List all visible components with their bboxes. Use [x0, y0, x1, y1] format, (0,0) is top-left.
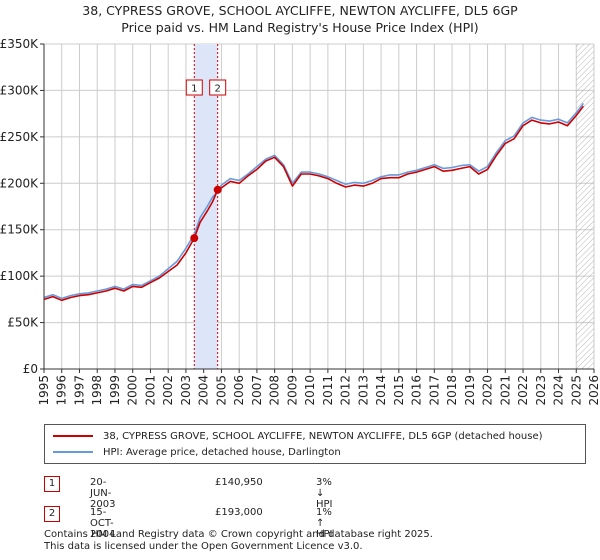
x-tick-label: 2012	[339, 375, 353, 406]
x-tick-label: 2020	[481, 375, 495, 406]
y-tick-label: £300K	[0, 83, 39, 97]
x-tick-label: 2010	[303, 375, 317, 406]
sale-highlight-band	[193, 44, 594, 369]
y-tick-label: £200K	[0, 176, 39, 190]
y-tick-label: £50K	[7, 316, 39, 330]
x-tick-label: 2017	[427, 375, 441, 406]
x-tick-label: 2011	[321, 375, 335, 406]
x-tick-label: 2018	[445, 375, 459, 406]
x-tick-label: 1999	[108, 375, 122, 406]
x-tick-label: 2021	[498, 375, 512, 406]
x-tick-label: 2002	[161, 375, 175, 406]
annotation-date: 15-OCT-2004	[90, 507, 116, 540]
sale-label-box	[185, 79, 203, 96]
x-tick-label: 2016	[410, 375, 424, 406]
x-tick-label: 2024	[552, 375, 566, 406]
property-line	[43, 105, 585, 302]
sale-marker-point	[190, 234, 199, 243]
legend: 38, CYPRESS GROVE, SCHOOL AYCLIFFE, NEWT…	[44, 424, 586, 464]
x-tick-label: 1996	[55, 375, 69, 406]
x-tick-label: 2022	[516, 375, 530, 406]
x-tick-label: 2000	[126, 375, 140, 406]
legend-line-hpi	[53, 451, 93, 453]
legend-item-hpi: HPI: Average price, detached house, Darl…	[53, 445, 341, 459]
annotation-hpi: 1% ↑ HPI	[316, 507, 333, 540]
annotation-price: £140,950	[215, 477, 263, 488]
x-tick-label: 1997	[72, 375, 86, 406]
sale-marker-point	[213, 185, 222, 194]
future-hatch	[576, 44, 594, 369]
legend-label-property: 38, CYPRESS GROVE, SCHOOL AYCLIFFE, NEWT…	[103, 430, 543, 442]
x-tick-label: 1998	[90, 375, 104, 406]
x-tick-label: 2007	[250, 375, 264, 406]
annotation-price: £193,000	[215, 507, 263, 518]
x-tick-label: 2008	[268, 375, 282, 406]
x-tick-label: 2003	[179, 375, 193, 406]
footer-line-1: Contains HM Land Registry data © Crown c…	[44, 529, 433, 540]
grid	[43, 43, 595, 370]
annotation-number: 2	[44, 506, 60, 522]
x-tick-label: 2025	[569, 375, 583, 406]
sale-label-box	[209, 79, 227, 96]
y-tick-label: £350K	[0, 37, 39, 51]
sale-label-number: 1	[191, 84, 197, 95]
y-tick-label: £100K	[0, 269, 39, 283]
axes: £0 £50K £100K £150K £200K £250K £300K £350K 1995…	[0, 37, 600, 406]
series	[43, 102, 585, 302]
x-tick-label: 2019	[463, 375, 477, 406]
x-tick-label: 2006	[232, 375, 246, 406]
legend-label-hpi: HPI: Average price, detached house, Darl…	[103, 446, 341, 458]
x-tick-label: 2023	[534, 375, 548, 406]
x-tick-label: 2026	[587, 375, 600, 406]
legend-line-property	[53, 435, 93, 437]
highlight-band	[194, 44, 218, 369]
x-tick-label: 2013	[356, 375, 370, 406]
y-tick-label: £250K	[0, 130, 39, 144]
annotation-number: 1	[44, 476, 60, 492]
legend-item-property: 38, CYPRESS GROVE, SCHOOL AYCLIFFE, NEWT…	[53, 429, 543, 443]
x-tick-label: 2004	[197, 375, 211, 406]
annotation-date: 20-JUN-2003	[90, 477, 116, 510]
x-tick-label: 2015	[392, 375, 406, 406]
chart-title: 38, CYPRESS GROVE, SCHOOL AYCLIFFE, NEWT…	[82, 3, 518, 18]
x-tick-label: 2014	[374, 375, 388, 406]
footer: Contains HM Land Registry data © Crown c…	[44, 529, 433, 553]
y-tick-label: £0	[23, 362, 38, 376]
y-tick-label: £150K	[0, 223, 39, 237]
sale-label-number: 2	[215, 84, 221, 95]
x-tick-label: 1995	[37, 375, 51, 406]
x-tick-label: 2009	[285, 375, 299, 406]
x-tick-label: 2005	[214, 375, 228, 406]
footer-line-2: This data is licensed under the Open Gov…	[44, 541, 363, 552]
hpi-line	[43, 102, 585, 300]
chart-subtitle: Price paid vs. HM Land Registry's House …	[121, 20, 479, 35]
x-tick-label: 2001	[143, 375, 157, 406]
annotation-hpi: 3% ↓ HPI	[316, 477, 333, 510]
